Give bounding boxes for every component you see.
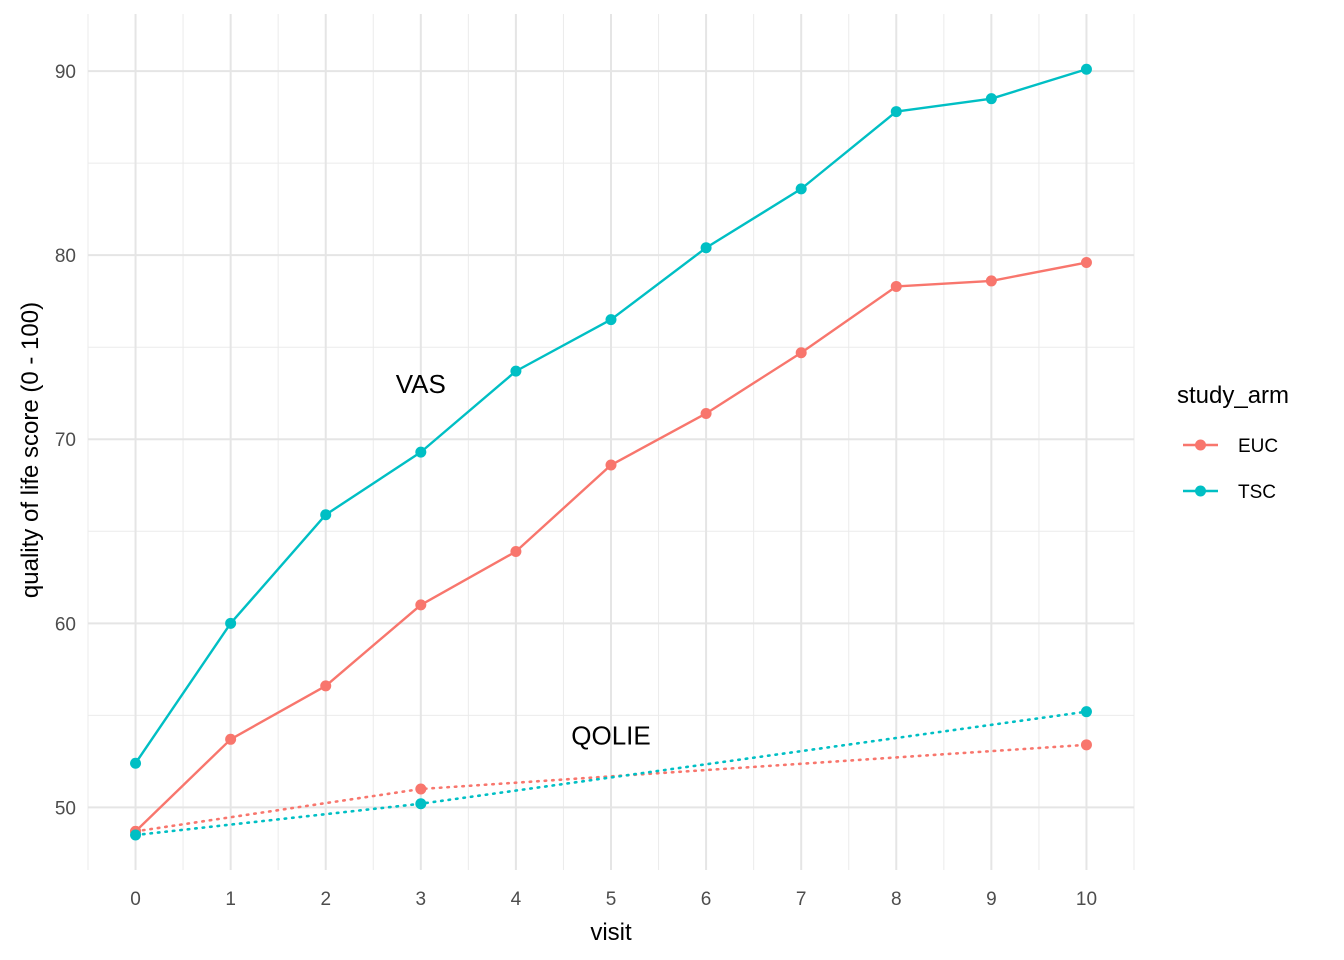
x-tick-label: 2 <box>320 889 331 910</box>
data-point-tsc-vas <box>985 93 997 105</box>
y-tick-label: 80 <box>55 246 76 267</box>
x-tick-label: 7 <box>796 889 807 910</box>
y-tick-label: 90 <box>55 62 76 83</box>
data-point-tsc-vas <box>510 365 522 377</box>
annotation-label: VAS <box>396 369 446 399</box>
data-point-euc-vas <box>510 546 522 558</box>
legend: study_arm EUC TSC <box>1177 382 1289 503</box>
legend-key-point <box>1195 485 1206 497</box>
legend-title: study_arm <box>1177 382 1289 409</box>
data-point-tsc-vas <box>700 242 712 254</box>
x-tick-label: 10 <box>1076 889 1097 910</box>
annotations: VAS QOLIE <box>396 369 651 751</box>
data-point-euc-qolie <box>1080 739 1092 751</box>
x-tick-label: 8 <box>891 889 902 910</box>
x-axis-tick-labels: 0 1 2 3 4 5 6 7 8 9 10 <box>130 889 1097 910</box>
x-tick-label: 6 <box>701 889 712 910</box>
data-point-euc-vas <box>985 275 997 287</box>
x-tick-label: 3 <box>416 889 427 910</box>
y-tick-label: 60 <box>55 614 76 635</box>
data-point-tsc-vas <box>415 446 427 458</box>
x-tick-label: 4 <box>511 889 522 910</box>
annotation-label: QOLIE <box>571 721 650 751</box>
data-point-euc-qolie <box>415 783 427 795</box>
data-point-tsc-qolie <box>415 798 427 810</box>
data-point-euc-vas <box>415 599 427 611</box>
data-point-tsc-vas <box>320 509 332 521</box>
data-point-euc-vas <box>700 407 712 419</box>
data-point-euc-vas <box>605 459 617 471</box>
y-axis-tick-labels: 50 60 70 80 90 <box>55 62 76 819</box>
data-point-tsc-qolie <box>1080 706 1092 718</box>
data-point-euc-vas <box>795 347 807 359</box>
x-axis-title: visit <box>590 919 632 946</box>
data-point-euc-vas <box>225 733 237 745</box>
series-points <box>130 63 1092 841</box>
legend-label: TSC <box>1238 482 1276 503</box>
legend-entries: EUC TSC <box>1183 436 1278 503</box>
data-point-tsc-vas <box>225 617 237 629</box>
data-point-tsc-vas <box>890 106 902 118</box>
legend-key-point <box>1195 439 1206 451</box>
data-point-tsc-vas <box>795 183 807 195</box>
y-tick-label: 70 <box>55 430 76 451</box>
major-gridlines <box>88 14 1134 870</box>
data-point-tsc-vas <box>130 757 142 769</box>
x-tick-label: 1 <box>225 889 236 910</box>
data-point-tsc-vas <box>1080 63 1092 75</box>
x-tick-label: 0 <box>130 889 141 910</box>
y-tick-label: 50 <box>55 798 76 819</box>
data-point-euc-vas <box>320 680 332 692</box>
legend-label: EUC <box>1238 436 1278 457</box>
x-tick-label: 9 <box>986 889 997 910</box>
x-tick-label: 5 <box>606 889 617 910</box>
data-point-tsc-vas <box>605 314 617 326</box>
data-point-euc-vas <box>890 280 902 292</box>
data-point-tsc-qolie <box>130 829 142 841</box>
data-point-euc-vas <box>1080 257 1092 269</box>
y-axis-title: quality of life score (0 - 100) <box>17 302 44 598</box>
